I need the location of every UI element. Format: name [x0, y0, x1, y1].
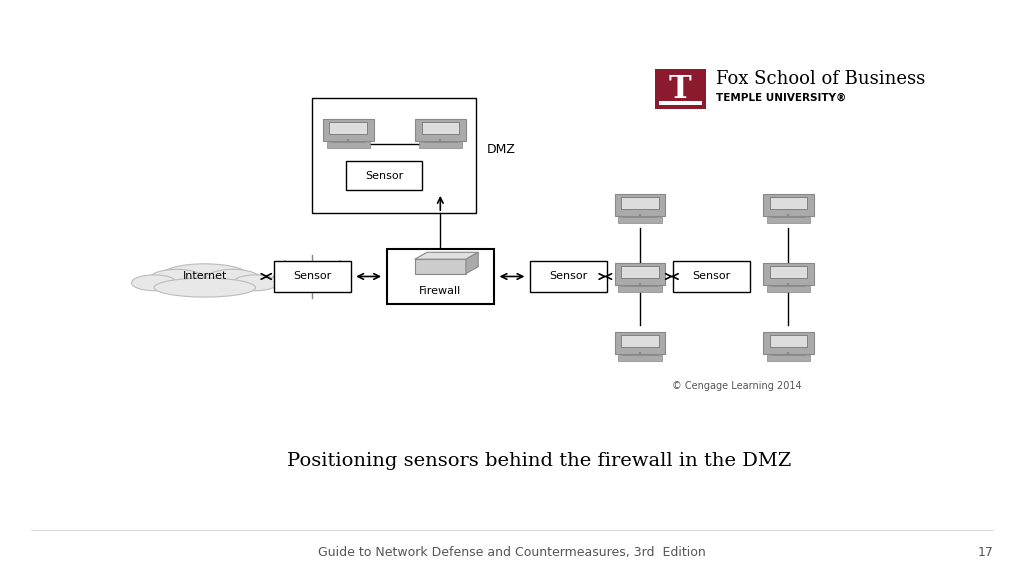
FancyBboxPatch shape	[655, 69, 706, 109]
Text: Sensor: Sensor	[692, 271, 731, 282]
FancyBboxPatch shape	[419, 142, 462, 148]
Text: Guide to Network Defense and Countermeasures, 3rd  Edition: Guide to Network Defense and Countermeas…	[318, 547, 706, 559]
FancyBboxPatch shape	[346, 161, 423, 190]
FancyBboxPatch shape	[622, 197, 658, 209]
FancyBboxPatch shape	[659, 101, 702, 105]
Polygon shape	[415, 259, 466, 274]
Text: © Cengage Learning 2014: © Cengage Learning 2014	[673, 381, 802, 391]
Polygon shape	[466, 252, 478, 274]
FancyBboxPatch shape	[770, 335, 807, 347]
FancyBboxPatch shape	[770, 266, 807, 278]
Text: Firewall: Firewall	[419, 286, 462, 296]
FancyBboxPatch shape	[274, 260, 350, 293]
Text: TEMPLE UNIVERSITY®: TEMPLE UNIVERSITY®	[717, 93, 847, 103]
FancyBboxPatch shape	[767, 355, 810, 361]
FancyBboxPatch shape	[614, 332, 666, 354]
FancyBboxPatch shape	[763, 194, 814, 216]
Text: Sensor: Sensor	[293, 271, 332, 282]
FancyBboxPatch shape	[618, 217, 662, 223]
FancyBboxPatch shape	[618, 355, 662, 361]
Text: DMZ: DMZ	[486, 143, 515, 156]
FancyBboxPatch shape	[387, 249, 494, 304]
FancyBboxPatch shape	[530, 260, 606, 293]
FancyBboxPatch shape	[622, 335, 658, 347]
Ellipse shape	[155, 278, 256, 297]
Ellipse shape	[132, 275, 177, 291]
FancyBboxPatch shape	[763, 332, 814, 354]
Text: T: T	[669, 74, 692, 105]
FancyBboxPatch shape	[312, 98, 476, 213]
FancyBboxPatch shape	[422, 122, 459, 134]
Text: Sensor: Sensor	[549, 271, 588, 282]
FancyBboxPatch shape	[674, 260, 750, 293]
Polygon shape	[415, 252, 478, 259]
FancyBboxPatch shape	[415, 119, 466, 141]
FancyBboxPatch shape	[614, 194, 666, 216]
FancyBboxPatch shape	[763, 263, 814, 285]
Ellipse shape	[233, 275, 279, 291]
Text: 17: 17	[977, 547, 993, 559]
Text: Fox School of Business: Fox School of Business	[717, 70, 926, 88]
FancyBboxPatch shape	[327, 142, 370, 148]
Ellipse shape	[160, 264, 250, 289]
Text: Internet: Internet	[182, 271, 227, 282]
FancyBboxPatch shape	[330, 122, 367, 134]
Ellipse shape	[148, 270, 205, 290]
FancyBboxPatch shape	[767, 286, 810, 292]
FancyBboxPatch shape	[614, 263, 666, 285]
FancyBboxPatch shape	[618, 286, 662, 292]
Ellipse shape	[205, 270, 261, 290]
Text: Sensor: Sensor	[365, 170, 403, 181]
Text: Positioning sensors behind the firewall in the DMZ: Positioning sensors behind the firewall …	[287, 452, 791, 470]
FancyBboxPatch shape	[767, 217, 810, 223]
FancyBboxPatch shape	[622, 266, 658, 278]
FancyBboxPatch shape	[323, 119, 374, 141]
FancyBboxPatch shape	[770, 197, 807, 209]
